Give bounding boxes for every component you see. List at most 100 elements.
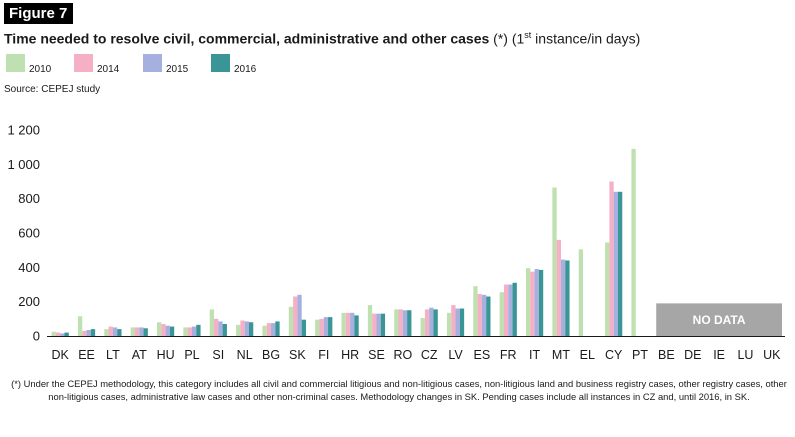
x-tick-label-dk: DK: [51, 348, 69, 362]
bar-es-2014: [477, 293, 482, 336]
bar-si-2016: [222, 323, 227, 336]
bar-cy-2015: [613, 191, 618, 336]
bar-hu-2016: [169, 326, 175, 336]
bar-at-2015: [139, 327, 144, 336]
chart-title: Time needed to resolve civil, commercial…: [4, 27, 640, 48]
legend-swatch-2015: [143, 54, 162, 72]
bar-dk-2014: [55, 332, 61, 336]
bar-fr-2016: [512, 282, 517, 336]
chart-title-main: Time needed to resolve civil, commercial…: [4, 30, 490, 47]
x-tick-label-at: AT: [132, 348, 147, 362]
y-tick-label: 1 200: [7, 123, 40, 138]
bar-bg-2010: [262, 325, 267, 336]
bar-ee-2010: [77, 316, 83, 336]
y-tick-label: 0: [33, 329, 40, 344]
chart-title-note-pre: (*) (1: [489, 30, 525, 47]
x-tick-label-ie: IE: [713, 348, 725, 362]
bar-cy-2016: [617, 191, 623, 336]
bar-bg-2014: [266, 323, 272, 336]
bar-at-2016: [143, 328, 148, 336]
bar-mt-2014: [556, 239, 561, 336]
bar-ro-2014: [398, 309, 403, 336]
bar-lt-2015: [112, 327, 118, 336]
bar-es-2016: [486, 296, 491, 336]
bar-si-2014: [214, 318, 219, 336]
bar-fr-2015: [508, 284, 513, 336]
bar-fi-2016: [328, 317, 333, 336]
bar-hr-2010: [341, 312, 346, 336]
y-tick-label: 400: [18, 260, 40, 275]
y-tick-label: 600: [18, 226, 40, 241]
x-tick-label-es: ES: [474, 348, 491, 362]
x-tick-label-pl: PL: [184, 348, 199, 362]
bar-lt-2010: [104, 329, 109, 336]
bar-ro-2015: [402, 310, 408, 336]
bar-dk-2010: [51, 331, 56, 336]
bar-it-2016: [538, 269, 544, 336]
bar-mt-2010: [552, 187, 557, 336]
x-tick-label-pt: PT: [632, 348, 648, 362]
bar-at-2010: [130, 327, 135, 336]
x-tick-label-cy: CY: [605, 348, 623, 362]
bar-sk-2015: [297, 294, 302, 336]
x-tick-label-bg: BG: [262, 348, 280, 362]
bar-ee-2016: [90, 329, 96, 336]
legend-label-2014: 2014: [97, 64, 120, 75]
no-data-label: NO DATA: [693, 313, 746, 327]
x-tick-label-el: EL: [580, 348, 595, 362]
x-tick-label-si: SI: [212, 348, 224, 362]
figure-label: Figure 7: [4, 3, 74, 24]
x-tick-label-fr: FR: [500, 348, 517, 362]
chart-title-note-post: instance/in days): [531, 30, 641, 47]
bar-nl-2016: [248, 322, 254, 336]
bar-lv-2014: [451, 305, 456, 336]
bar-cz-2010: [420, 317, 425, 336]
bar-sk-2010: [288, 306, 294, 336]
x-tick-label-lv: LV: [448, 348, 463, 362]
bar-nl-2010: [236, 324, 241, 336]
bar-fi-2014: [319, 318, 324, 336]
bar-hr-2015: [350, 312, 355, 336]
x-tick-label-lu: LU: [737, 348, 753, 362]
bar-at-2014: [134, 327, 140, 336]
legend-swatch-2014: [74, 54, 93, 72]
y-tick-label: 800: [18, 191, 40, 206]
bar-ro-2016: [407, 310, 412, 336]
bar-fr-2010: [499, 292, 504, 336]
x-tick-label-be: BE: [658, 348, 675, 362]
bar-hu-2014: [161, 323, 166, 336]
bar-pl-2015: [191, 326, 197, 336]
x-tick-label-fi: FI: [318, 348, 329, 362]
bar-ee-2014: [82, 330, 87, 336]
bar-dk-2016: [64, 332, 69, 336]
bar-hu-2010: [157, 322, 162, 336]
legend-label-2015: 2015: [166, 64, 189, 75]
x-tick-label-ee: EE: [78, 348, 95, 362]
bar-cz-2016: [433, 309, 438, 336]
bar-mt-2016: [565, 260, 570, 336]
x-tick-label-se: SE: [368, 348, 385, 362]
bar-fi-2010: [315, 319, 320, 336]
legend-label-2010: 2010: [29, 64, 52, 75]
legend-swatch-2016: [211, 54, 230, 72]
no-data-block: [656, 303, 782, 336]
x-tick-label-de: DE: [684, 348, 701, 362]
bar-ee-2015: [86, 329, 91, 336]
footnote: (*) Under the CEPEJ methodology, this ca…: [11, 378, 787, 402]
x-tick-label-sk: SK: [289, 348, 306, 362]
bar-es-2010: [473, 286, 478, 336]
x-tick-label-ro: RO: [393, 348, 412, 362]
bar-lv-2010: [446, 312, 452, 336]
bar-cz-2014: [424, 309, 430, 336]
x-tick-label-lt: LT: [106, 348, 120, 362]
legend-swatch-2010: [6, 54, 25, 72]
bar-pt-2010: [631, 148, 636, 336]
bar-cz-2015: [429, 307, 434, 336]
bar-cy-2010: [605, 242, 610, 336]
bar-sk-2014: [293, 296, 298, 336]
bar-si-2010: [209, 309, 215, 336]
source-note: Source: CEPEJ study: [4, 84, 101, 95]
bar-si-2015: [218, 321, 223, 336]
bar-bg-2015: [271, 323, 276, 336]
bar-se-2016: [380, 313, 386, 336]
